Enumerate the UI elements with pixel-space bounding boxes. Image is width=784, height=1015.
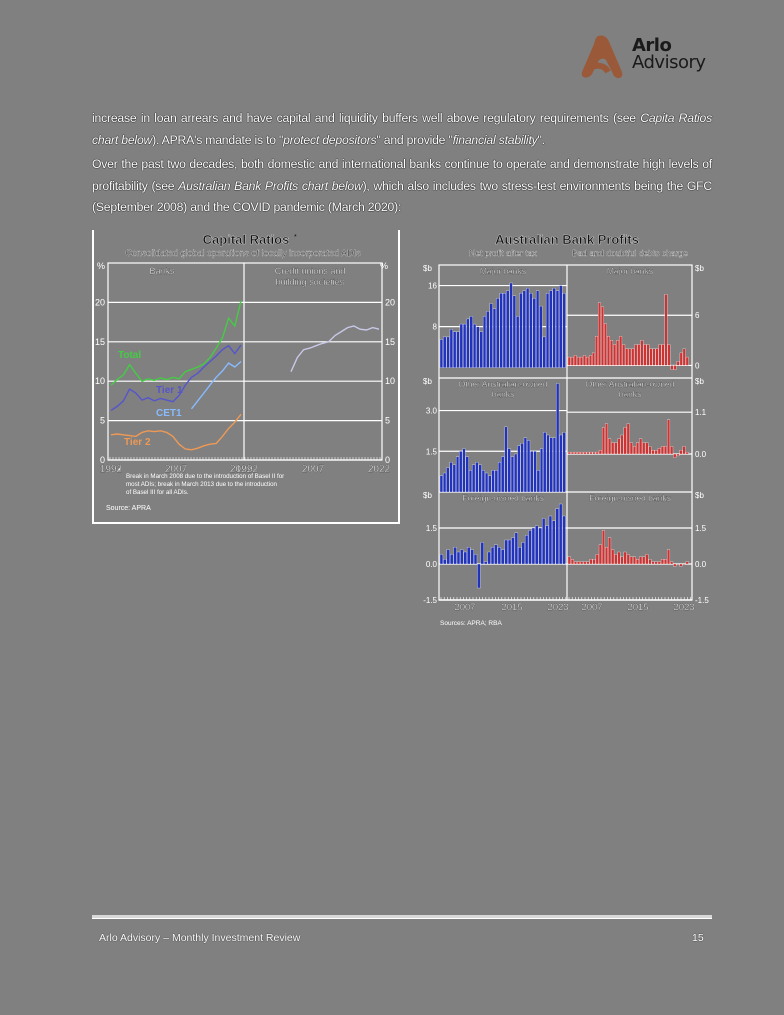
svg-text:2023: 2023 [673,602,694,613]
svg-text:2007: 2007 [165,464,188,475]
svg-text:-1.5: -1.5 [423,596,437,605]
svg-text:2022: 2022 [230,464,253,475]
bank-profits-source: Sources: APRA; RBA [440,620,502,627]
svg-text:2007: 2007 [581,602,602,613]
svg-text:banks: banks [492,389,515,399]
svg-text:8: 8 [433,323,438,332]
svg-text:2022: 2022 [368,464,391,475]
svg-text:1992: 1992 [100,464,123,475]
panel-label-banks: Banks [149,266,175,276]
svg-text:Total: Total [118,350,141,361]
svg-text:*: * [294,234,297,241]
svg-text:$b: $b [423,264,432,273]
column-title-net-profit: Net profit after tax [469,248,537,258]
svg-text:most ADIs; break in March 2013: most ADIs; break in March 2013 due to th… [126,481,278,488]
capital-ratios-title: Capital Ratios [203,232,290,247]
capital-ratios-footnote: Break in March 2008 due to the introduct… [126,473,284,480]
svg-text:2007: 2007 [454,602,475,613]
svg-text:$b: $b [423,491,432,500]
body-paragraph-2: Over the past two decades, both domestic… [92,157,712,214]
svg-text:15: 15 [385,337,395,347]
capital-ratios-subtitle: Consolidated global operations of locall… [125,248,361,258]
svg-text:$b: $b [695,491,704,500]
svg-text:20: 20 [95,297,105,307]
svg-text:10: 10 [95,376,105,386]
svg-text:5: 5 [100,416,105,426]
svg-text:*: * [118,468,121,475]
svg-text:%: % [380,261,388,271]
arlo-logo-icon [581,35,623,79]
svg-text:10: 10 [385,376,395,386]
svg-text:0.0: 0.0 [695,560,707,569]
svg-text:Tier 2: Tier 2 [124,437,151,448]
svg-text:20: 20 [385,297,395,307]
capital-ratios-chart: Capital Ratios * Consolidated global ope… [92,230,400,524]
svg-text:%: % [97,261,105,271]
svg-text:$b: $b [695,264,704,273]
brand-name-line2: Advisory [632,52,706,73]
svg-text:15: 15 [95,337,105,347]
svg-text:Other Australian-owned: Other Australian-owned [459,379,548,389]
svg-text:1.5: 1.5 [695,524,707,533]
svg-text:$b: $b [695,377,704,386]
brand-name-line1: Arlo [632,35,672,56]
svg-text:1.5: 1.5 [426,447,438,456]
svg-text:0.0: 0.0 [426,560,438,569]
bank-profits-title: Australian Bank Profits [495,232,639,247]
svg-text:banks: banks [619,389,642,399]
capital-ratios-source: Source: APRA [106,505,151,512]
svg-text:2023: 2023 [547,602,568,613]
svg-text:Foreign-owned banks: Foreign-owned banks [589,493,671,503]
body-paragraph-1: increase in loan arrears and have capita… [92,111,712,147]
svg-text:3.0: 3.0 [426,407,438,416]
svg-text:Major banks: Major banks [607,266,653,276]
svg-text:2015: 2015 [501,602,522,613]
svg-text:0: 0 [100,455,105,465]
column-title-bad-debts: Bad and doubtful debts charge [572,248,688,258]
page-number: 15 [692,932,704,944]
svg-text:0: 0 [695,361,700,370]
svg-text:Major banks: Major banks [480,266,526,276]
svg-text:1.5: 1.5 [426,524,438,533]
svg-text:16: 16 [428,282,437,291]
arlo-advisory-logo: Arlo Advisory [578,34,718,84]
svg-text:of Basel III for all ADIs.: of Basel III for all ADIs. [126,489,189,496]
svg-text:2015: 2015 [627,602,648,613]
svg-text:0: 0 [385,455,390,465]
svg-text:5: 5 [385,416,390,426]
svg-text:Foreign-owned banks: Foreign-owned banks [462,493,544,503]
svg-text:$b: $b [423,377,432,386]
svg-text:Tier 1: Tier 1 [156,385,183,396]
svg-text:2007: 2007 [302,464,325,475]
svg-text:1.1: 1.1 [695,408,707,417]
svg-text:1992: 1992 [236,464,259,475]
svg-text:Other Australian-owned: Other Australian-owned [586,379,675,389]
footer-publication-title: Arlo Advisory – Monthly Investment Revie… [99,932,301,944]
footer-divider [92,915,712,919]
svg-text:6: 6 [695,311,700,320]
svg-text:Credit unions and: Credit unions and [275,266,346,276]
svg-text:CET1: CET1 [156,408,182,419]
australian-bank-profits-chart: Australian Bank Profits Net profit after… [420,230,710,630]
svg-text:0.0: 0.0 [695,450,707,459]
svg-text:-1.5: -1.5 [695,596,709,605]
svg-text:building societies: building societies [276,277,345,287]
